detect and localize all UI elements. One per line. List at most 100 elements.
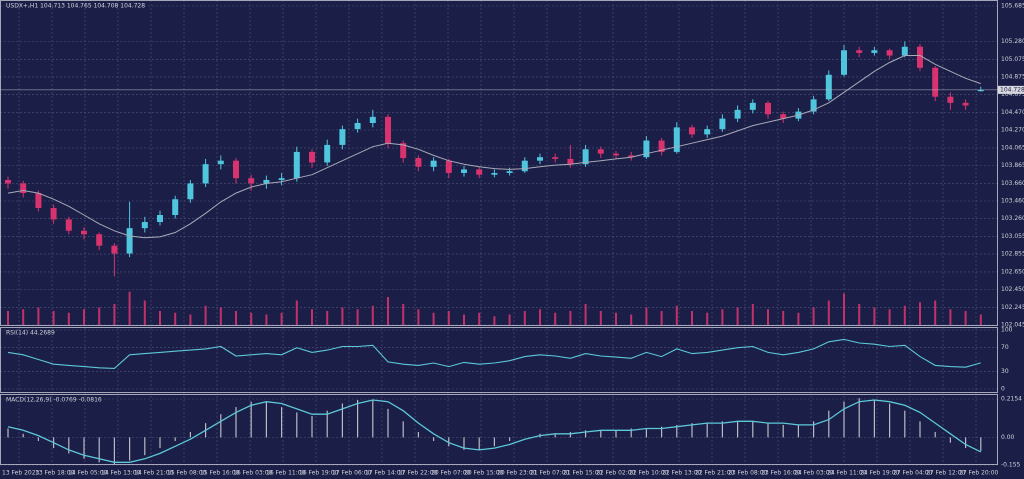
y-tick-label: 103.865 [1001, 162, 1024, 169]
volume-bar [615, 312, 617, 325]
macd-histogram-bar [387, 408, 389, 438]
candle-body [141, 222, 148, 229]
volume-bar [858, 304, 861, 325]
volume-bar [402, 304, 405, 325]
volume-bar [523, 311, 526, 325]
candle-body [157, 215, 163, 223]
macd-histogram-bar [767, 423, 769, 438]
volume-bar [903, 305, 906, 325]
macd-histogram-bar [189, 432, 191, 438]
macd-histogram-bar [281, 407, 283, 438]
x-tick-label: 17 Feb 14:00 [365, 470, 405, 477]
x-tick-label: 22 Feb 10:00 [629, 470, 669, 477]
macd-histogram-bar [493, 437, 495, 447]
macd-histogram-bar [144, 437, 146, 456]
volume-bar [128, 291, 131, 325]
x-tick-label: 24 Feb 03:00 [794, 470, 834, 477]
volume-bar [888, 309, 891, 325]
volume-bar [447, 311, 450, 325]
x-tick-label: 22 Feb 13:00 [662, 470, 702, 477]
y-tick-label: 0.2154 [1001, 396, 1022, 403]
volume-bar [584, 304, 587, 325]
macd-histogram-bar [341, 403, 343, 438]
macd-histogram-bar [676, 424, 678, 438]
macd-histogram-bar [433, 437, 435, 441]
y-tick-label: -0.155 [1001, 462, 1021, 469]
volume-bar [782, 311, 785, 325]
y-tick-label: 100 [1001, 327, 1013, 334]
y-tick-label: 104.675 [1001, 91, 1024, 98]
volume-bar [159, 311, 161, 325]
volume-bar [371, 305, 374, 325]
x-tick-label: 16 Feb 11:00 [266, 470, 306, 477]
volume-bar [797, 312, 800, 325]
candle-body [278, 178, 285, 180]
macd-histogram-bar [873, 399, 875, 438]
y-tick-label: 103.055 [1001, 233, 1024, 240]
macd-histogram-bar [174, 437, 176, 441]
candle-body [597, 149, 604, 154]
volume-bar [341, 307, 344, 325]
volume-bar [311, 309, 313, 325]
candle-body [673, 127, 680, 152]
candle-body [977, 89, 984, 92]
last-price-label: 104.728 [1000, 86, 1024, 93]
volume-bar [660, 311, 663, 325]
macd-histogram-bar [706, 423, 708, 438]
candle-body [749, 102, 756, 110]
macd-histogram-bar [83, 437, 85, 459]
volume-bar [919, 302, 921, 325]
candle-body [385, 116, 391, 144]
volume-bar [554, 312, 557, 325]
volume-bar [979, 314, 982, 325]
macd-histogram-bar [220, 414, 222, 438]
volume-bar [812, 307, 815, 325]
y-tick-label: 30 [1001, 368, 1009, 375]
x-tick-label: 23 Feb 16:00 [761, 470, 801, 477]
candle-body [947, 96, 954, 103]
volume-bar [493, 316, 496, 325]
volume-bar [827, 300, 830, 325]
volume-bar [83, 309, 85, 325]
macd-histogram-bar [265, 401, 267, 438]
macd-histogram-bar [372, 399, 374, 438]
volume-bar [721, 309, 724, 325]
macd-panel-frame [0, 394, 998, 465]
macd-histogram-bar [402, 421, 404, 438]
macd-histogram-bar [22, 433, 24, 438]
volume-bar [767, 309, 769, 325]
candle-body [613, 153, 619, 156]
macd-histogram-bar [828, 410, 830, 438]
volume-bar [630, 314, 633, 325]
candle-body [111, 245, 118, 254]
macd-signal-line [7, 399, 982, 463]
macd-histogram-bar [813, 421, 815, 438]
y-tick-label: 104.470 [1001, 109, 1024, 116]
candle-body [50, 208, 57, 220]
x-tick-label: 23 Feb 08:00 [728, 470, 768, 477]
y-tick-label: 102.855 [1001, 251, 1024, 258]
candle-body [886, 50, 893, 56]
candle-body [293, 151, 300, 179]
y-tick-label: 102.450 [1001, 286, 1024, 293]
x-tick-label: 17 Feb 22:00 [398, 470, 438, 477]
y-tick-label: 102.245 [1001, 304, 1024, 311]
y-tick-label: 104.875 [1001, 73, 1024, 80]
candle-body [126, 228, 133, 254]
macd-histogram-bar [311, 415, 313, 438]
candle-body [689, 127, 695, 135]
candle-body [309, 151, 315, 163]
y-tick-label: 105.280 [1001, 38, 1024, 45]
volume-bar [250, 312, 253, 325]
volume-bar [599, 311, 602, 325]
volume-bar [326, 311, 329, 325]
candle-body [567, 158, 574, 165]
macd-histogram-bar [7, 428, 9, 438]
macd-histogram-bar [448, 437, 450, 447]
macd-histogram-bar [113, 437, 115, 465]
macd-histogram-bar [129, 437, 131, 461]
macd-histogram-bar [980, 437, 982, 452]
volume-bar [691, 311, 693, 325]
macd-histogram-bar [417, 432, 419, 438]
candle-body [962, 102, 969, 106]
